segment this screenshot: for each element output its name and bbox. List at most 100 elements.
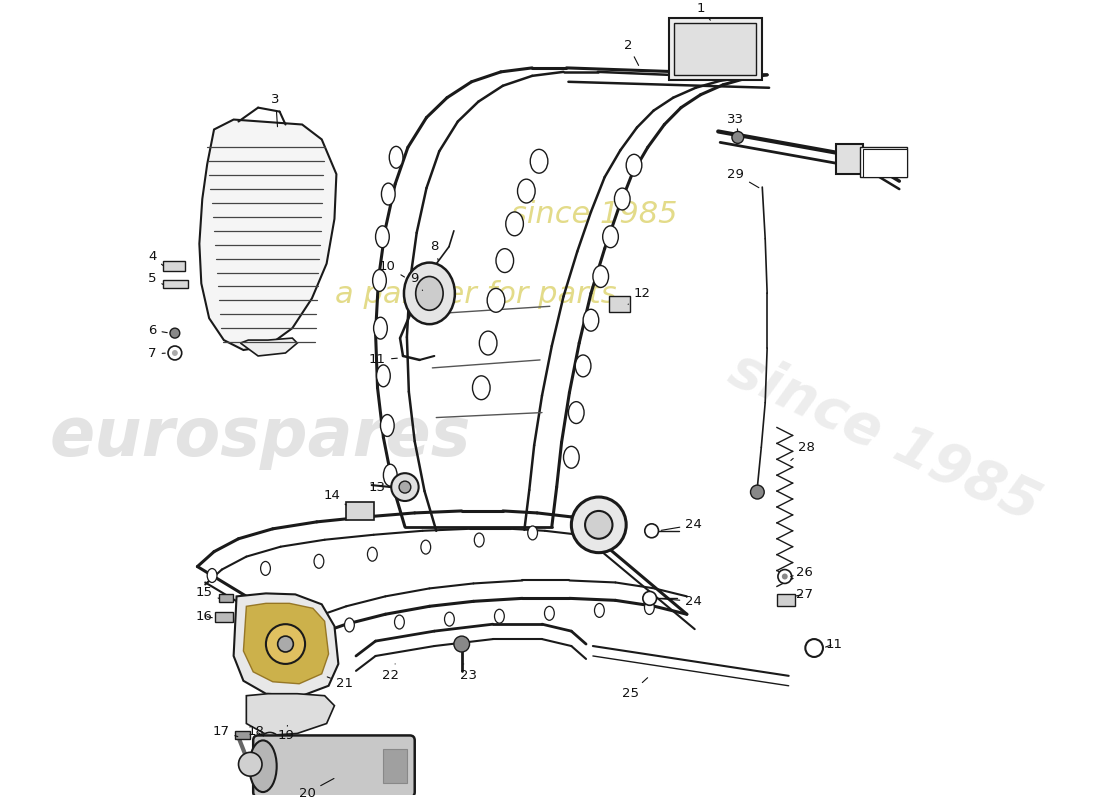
Text: 22: 22: [382, 664, 398, 682]
Ellipse shape: [474, 533, 484, 547]
Ellipse shape: [480, 331, 497, 355]
Ellipse shape: [373, 270, 386, 291]
Ellipse shape: [344, 618, 354, 632]
Bar: [860, 147, 908, 177]
Text: 31: 31: [876, 150, 893, 164]
Ellipse shape: [382, 183, 395, 205]
Text: 17: 17: [212, 725, 238, 738]
Text: 10: 10: [378, 260, 405, 277]
Text: 20: 20: [298, 778, 334, 799]
Ellipse shape: [416, 277, 443, 310]
Text: 1: 1: [696, 2, 711, 20]
Polygon shape: [233, 594, 339, 696]
Ellipse shape: [495, 610, 504, 623]
Bar: [674, 23, 757, 75]
Text: since 1985: since 1985: [510, 201, 678, 230]
Ellipse shape: [384, 464, 397, 486]
Ellipse shape: [581, 519, 591, 533]
Ellipse shape: [375, 226, 389, 248]
Circle shape: [805, 639, 823, 657]
Bar: [608, 296, 630, 312]
Ellipse shape: [645, 601, 654, 614]
Text: a partner for parts: a partner for parts: [334, 280, 616, 309]
Ellipse shape: [207, 569, 217, 582]
Polygon shape: [241, 338, 297, 356]
Text: 28: 28: [791, 441, 815, 461]
Text: 27: 27: [796, 588, 813, 601]
Circle shape: [645, 524, 659, 538]
Circle shape: [811, 644, 818, 652]
Bar: [163, 281, 188, 289]
Ellipse shape: [528, 526, 538, 540]
Circle shape: [594, 520, 604, 530]
Circle shape: [266, 624, 305, 664]
Circle shape: [245, 759, 255, 770]
Ellipse shape: [506, 212, 524, 236]
Text: 6: 6: [148, 324, 167, 337]
Text: 12: 12: [628, 287, 650, 304]
Circle shape: [172, 350, 178, 356]
FancyBboxPatch shape: [253, 735, 415, 797]
Ellipse shape: [575, 355, 591, 377]
Text: 33: 33: [727, 113, 745, 131]
Ellipse shape: [374, 318, 387, 339]
Circle shape: [170, 328, 179, 338]
Ellipse shape: [404, 262, 455, 324]
Polygon shape: [246, 694, 334, 735]
Ellipse shape: [367, 547, 377, 561]
Ellipse shape: [395, 615, 405, 629]
Text: 2: 2: [624, 38, 639, 66]
Text: 32: 32: [876, 165, 893, 178]
Text: 13: 13: [368, 481, 392, 494]
Circle shape: [265, 738, 275, 748]
Text: since 1985: since 1985: [720, 342, 1048, 533]
Bar: [864, 150, 907, 177]
Text: 21: 21: [327, 677, 353, 690]
Text: 3: 3: [272, 93, 280, 126]
Bar: [234, 731, 251, 739]
Ellipse shape: [530, 150, 548, 173]
Text: 4: 4: [148, 250, 163, 266]
Circle shape: [239, 752, 262, 776]
Bar: [346, 502, 374, 520]
Ellipse shape: [517, 179, 535, 203]
Ellipse shape: [421, 540, 431, 554]
Bar: [669, 18, 762, 80]
Ellipse shape: [314, 554, 323, 568]
Text: 25: 25: [621, 678, 648, 700]
Ellipse shape: [496, 249, 514, 273]
Circle shape: [585, 511, 613, 538]
Text: eurospares: eurospares: [50, 405, 471, 470]
Polygon shape: [243, 603, 329, 684]
Bar: [219, 594, 232, 602]
Bar: [836, 144, 864, 174]
Circle shape: [399, 481, 410, 493]
Text: 18: 18: [248, 725, 265, 738]
Ellipse shape: [381, 414, 394, 437]
Circle shape: [260, 733, 280, 754]
Text: 14: 14: [323, 489, 346, 505]
Text: 9: 9: [410, 272, 422, 290]
Ellipse shape: [261, 562, 271, 575]
Circle shape: [454, 636, 470, 652]
Text: 26: 26: [791, 566, 813, 579]
Text: 16: 16: [196, 610, 212, 622]
Text: 24: 24: [661, 518, 702, 531]
Ellipse shape: [487, 289, 505, 312]
Bar: [214, 612, 232, 622]
Ellipse shape: [569, 402, 584, 423]
Ellipse shape: [389, 146, 403, 168]
Bar: [777, 594, 794, 606]
Ellipse shape: [603, 226, 618, 248]
Text: 11: 11: [368, 354, 397, 366]
Bar: [163, 261, 185, 270]
Circle shape: [750, 485, 764, 499]
Circle shape: [168, 346, 182, 360]
Circle shape: [642, 591, 657, 606]
Circle shape: [392, 473, 419, 501]
Ellipse shape: [593, 266, 608, 287]
Text: 5: 5: [148, 272, 163, 285]
Text: 19: 19: [277, 726, 294, 742]
Ellipse shape: [376, 365, 390, 386]
Text: 8: 8: [430, 240, 439, 261]
